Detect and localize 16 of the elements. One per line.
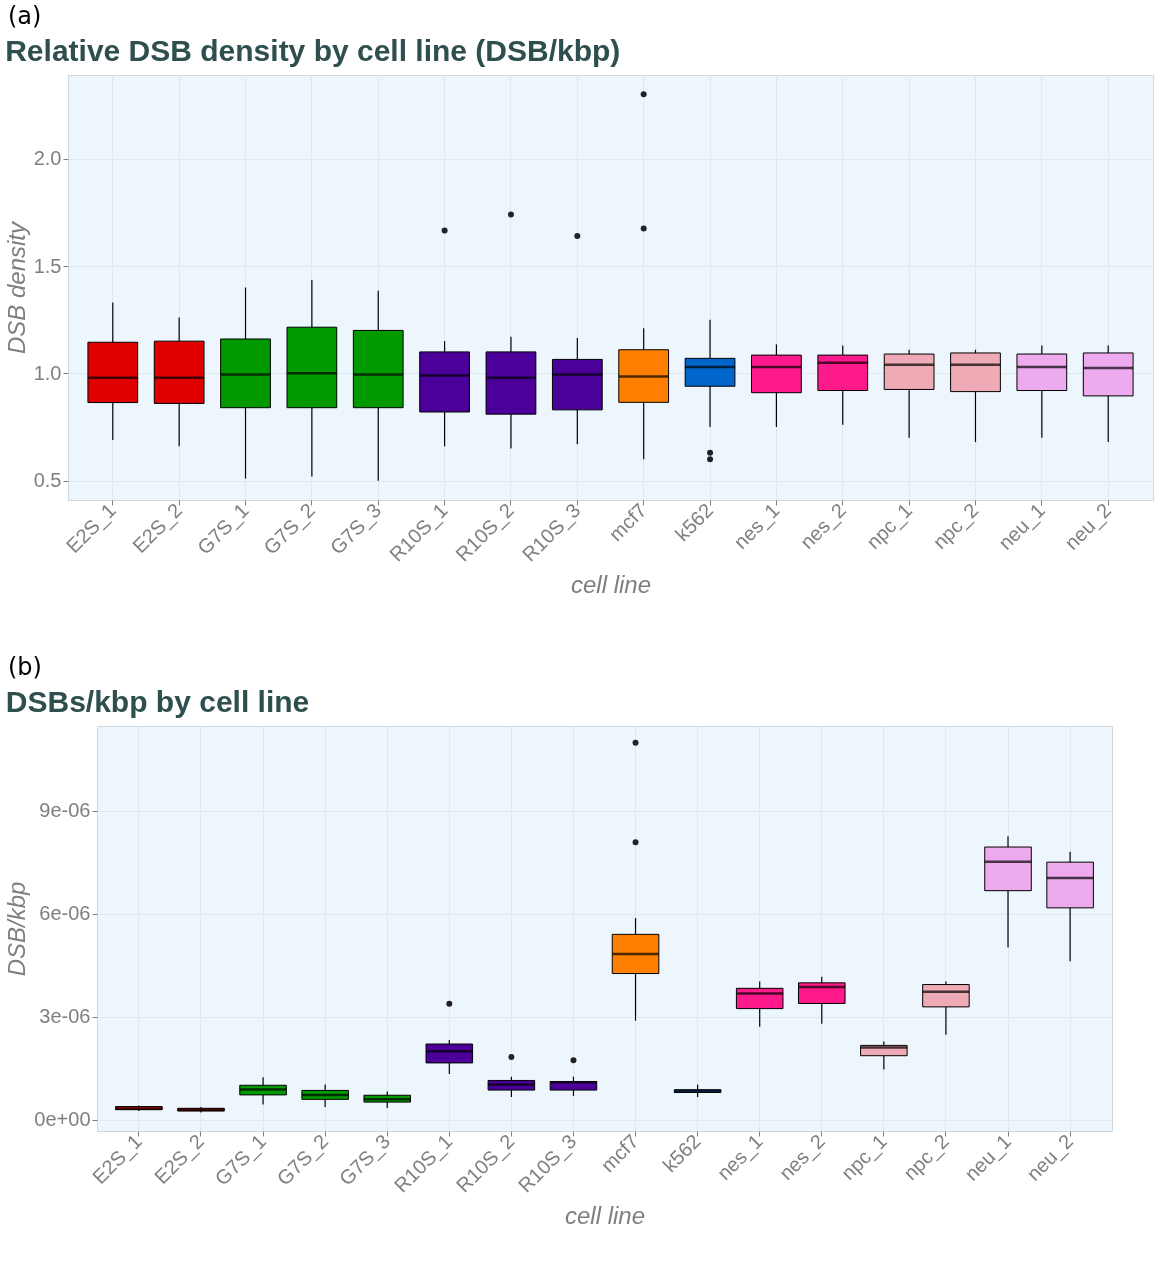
y-tick-label: 9e-06: [39, 799, 91, 822]
y-tick-label: 3e-06: [39, 1005, 91, 1028]
y-tick-label: 2.0: [33, 147, 62, 170]
chart-title: DSBs/kbp by cell line: [5, 685, 310, 718]
chart-title: Relative DSB density by cell line (DSB/kbp): [5, 34, 621, 67]
y-tick-label: 0e+00: [34, 1108, 91, 1131]
y-tick-label: 1.5: [33, 254, 62, 277]
y-tick-label: 1.0: [33, 361, 62, 384]
text: (a): [8, 2, 43, 32]
y-axis-title: DSB/kbp: [3, 881, 31, 977]
y-tick-label: 6e-06: [39, 902, 91, 925]
y-tick-label: 0.5: [33, 469, 62, 492]
x-axis-title: cell line: [570, 570, 652, 598]
x-axis-title: cell line: [564, 1201, 646, 1229]
text: (b): [8, 653, 43, 683]
y-axis-title: DSB density: [2, 219, 30, 355]
